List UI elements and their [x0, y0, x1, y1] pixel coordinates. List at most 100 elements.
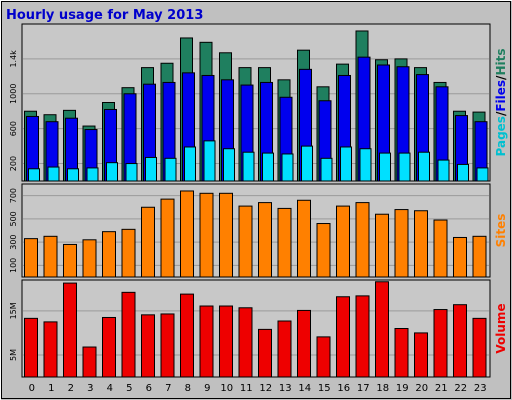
x-tick-label: 17 [357, 383, 370, 394]
bar-pages [28, 168, 40, 182]
bar-pages [281, 153, 294, 182]
plot-area [21, 279, 491, 378]
bar-sites [43, 235, 58, 278]
bar-sites [277, 207, 292, 278]
axis-label-part: / [494, 75, 508, 80]
x-tick-label: 16 [337, 383, 350, 394]
x-tick-label: 22 [454, 383, 467, 394]
bar-sites [453, 236, 467, 278]
x-tick-label: 21 [435, 383, 448, 394]
panel-volume: 5M 15M Volume [9, 279, 508, 378]
bar-pages [223, 148, 235, 182]
y-tick-label: 300 [9, 234, 18, 249]
bar-volume [453, 304, 467, 378]
x-tick-label: 13 [279, 383, 292, 394]
x-tick-label: 5 [126, 383, 132, 394]
axis-label-part: Hits [494, 49, 508, 76]
bar-sites [141, 206, 155, 278]
bar-pages [457, 163, 469, 182]
bar-pages [125, 163, 138, 182]
bar-pages [164, 157, 177, 182]
series-pages [28, 140, 489, 182]
bar-pages [203, 140, 216, 182]
bar-pages [398, 152, 411, 182]
axis-label-pages_files_hits: Pages/Files/Hits [494, 49, 508, 157]
x-tick-label: 10 [220, 383, 233, 394]
bar-sites [102, 231, 116, 278]
bar-pages [106, 162, 118, 182]
bar-pages [301, 145, 313, 182]
bar-volume [160, 313, 175, 378]
bar-pages [184, 146, 196, 182]
axis-label-part: Files [494, 80, 508, 112]
bar-volume [297, 309, 311, 378]
x-tick-label: 8 [185, 383, 191, 394]
x-tick-label: 7 [165, 383, 171, 394]
x-tick-label: 18 [376, 383, 389, 394]
bar-pages [379, 152, 391, 182]
bar-sites [433, 219, 448, 278]
y-tick-label: 100 [9, 258, 18, 273]
y-tick-label: 1000 [9, 84, 18, 104]
chart-title: Hourly usage for May 2013 [6, 8, 203, 23]
bar-pages [86, 167, 99, 182]
y-tick-label: 500 [9, 211, 18, 226]
bar-pages [320, 157, 333, 182]
bar-pages [262, 152, 274, 182]
y-tick-label: 700 [9, 188, 18, 203]
bar-volume [102, 316, 116, 378]
bar-sites [336, 205, 350, 278]
bar-volume [121, 291, 136, 378]
x-tick-label: 9 [204, 383, 210, 394]
bar-volume [141, 314, 155, 378]
chart-panels: 20060010001.4kPages/Files/Hits1003005007… [9, 23, 508, 378]
series-volume [24, 281, 487, 378]
bar-volume [258, 328, 272, 378]
x-tick-label: 14 [298, 383, 311, 394]
y-tick-label: 15M [9, 302, 18, 319]
bar-sites [121, 228, 136, 278]
bar-pages [359, 148, 372, 182]
bar-volume [277, 320, 292, 378]
panel-sites: 100 300 500 700 Sites [9, 183, 508, 278]
axis-label-part: / [494, 111, 508, 116]
bar-pages [67, 168, 79, 182]
bar-volume [43, 321, 58, 378]
x-tick-label: 20 [415, 383, 428, 394]
bar-sites [316, 223, 331, 278]
bar-sites [180, 190, 194, 278]
bar-volume [24, 317, 38, 378]
bar-sites [297, 199, 311, 278]
bar-sites [160, 198, 175, 278]
bar-sites [472, 235, 487, 278]
bar-volume [199, 305, 214, 378]
plot-area [21, 23, 491, 182]
x-tick-label: 19 [396, 383, 409, 394]
x-tick-label: 6 [146, 383, 152, 394]
bar-sites [414, 210, 428, 278]
bar-sites [238, 205, 253, 278]
y-tick-label: 600 [9, 121, 18, 136]
bar-volume [238, 307, 253, 378]
bar-sites [375, 213, 389, 278]
y-tick-label: 5M [9, 349, 18, 361]
bar-pages [145, 156, 157, 182]
bar-sites [219, 192, 233, 278]
y-tick-label: 1.4k [9, 50, 18, 68]
series-sites [24, 190, 487, 278]
bar-volume [82, 346, 97, 378]
bar-pages [340, 146, 352, 182]
bar-pages [47, 166, 60, 182]
axis-label-sites: Sites [494, 214, 508, 248]
bar-volume [219, 305, 233, 378]
x-tick-label: 0 [29, 383, 35, 394]
bar-volume [180, 293, 194, 378]
bar-sites [82, 239, 97, 278]
axis-label-part: Sites [494, 214, 508, 248]
x-tick-label: 3 [87, 383, 93, 394]
bar-sites [258, 202, 272, 278]
bar-volume [375, 281, 389, 378]
